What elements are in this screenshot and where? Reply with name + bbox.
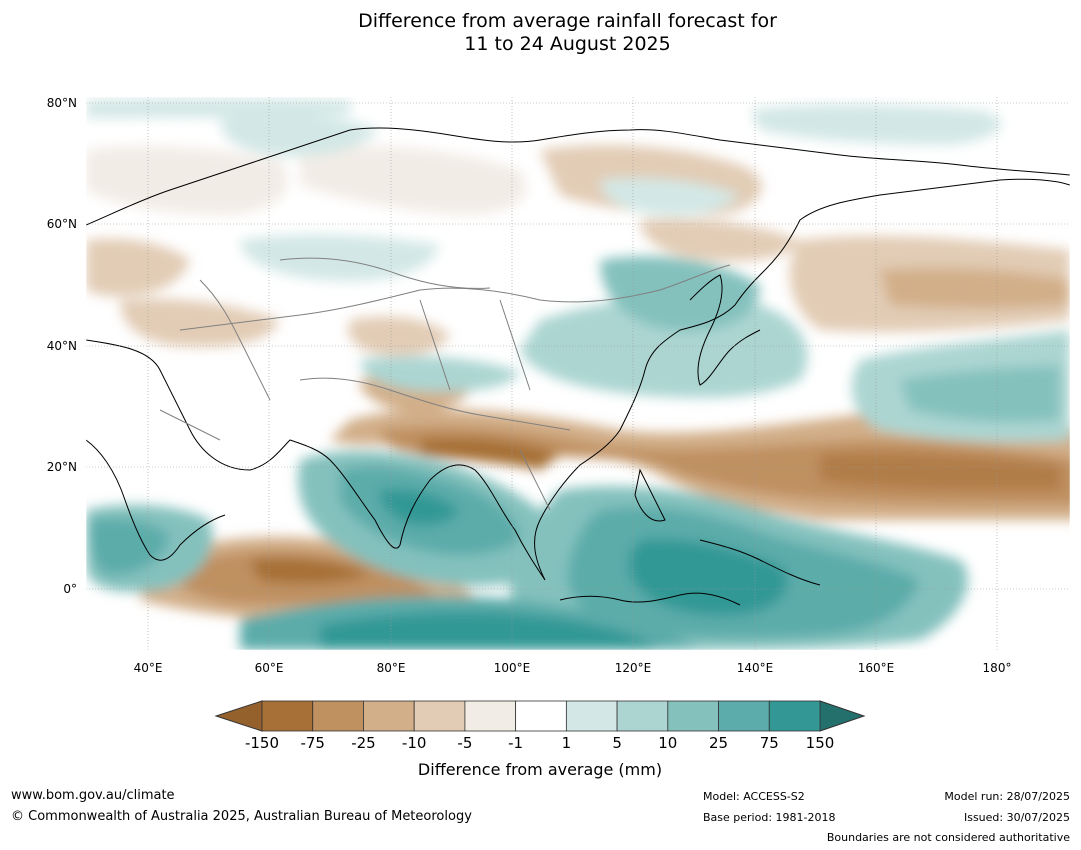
lat-label: 40°N bbox=[47, 339, 77, 353]
lon-label: 140°E bbox=[737, 661, 774, 675]
colorbar-tick-label: -10 bbox=[402, 734, 427, 752]
title-line-2: 11 to 24 August 2025 bbox=[464, 33, 671, 55]
lon-label: 160°E bbox=[858, 661, 895, 675]
graticule bbox=[86, 97, 1070, 650]
colorbar-tick-label: -5 bbox=[457, 734, 472, 752]
colorbar-bin bbox=[667, 700, 719, 732]
colorbar-tick-label: -75 bbox=[300, 734, 325, 752]
colorbar-tick-label: 75 bbox=[760, 734, 779, 752]
colorbar-extend-high bbox=[819, 700, 866, 732]
colorbar-bin bbox=[312, 700, 364, 732]
colorbar-bin bbox=[261, 700, 314, 732]
legend-title: Difference from average (mm) bbox=[418, 760, 662, 779]
lat-label: 0° bbox=[63, 582, 77, 596]
copyright-notice: © Commonwealth of Australia 2025, Austra… bbox=[11, 809, 472, 824]
colorbar-bin bbox=[565, 700, 618, 732]
lon-label: 100°E bbox=[494, 661, 531, 675]
colorbar-bin bbox=[413, 700, 466, 732]
lon-label: 180° bbox=[983, 661, 1012, 675]
colorbar-tick-label: 10 bbox=[658, 734, 677, 752]
colorbar-ticks: -150 -75 -25 -10 -5 -1 1 5 10 25 75 150 bbox=[245, 734, 834, 752]
colorbar-bin bbox=[515, 700, 567, 732]
coastlines bbox=[86, 127, 1070, 606]
colorbar-tick-label: -1 bbox=[508, 734, 523, 752]
colorbar-extend-low bbox=[214, 700, 263, 732]
lat-label: 80°N bbox=[47, 96, 77, 110]
lon-label: 80°E bbox=[377, 661, 406, 675]
country-boundaries bbox=[159, 257, 731, 511]
model-name: Model: ACCESS-S2 bbox=[703, 790, 805, 803]
colorbar-tick-label: 1 bbox=[562, 734, 572, 752]
latitude-labels: 80°N 60°N 40°N 20°N 0° bbox=[47, 96, 77, 596]
lon-label: 60°E bbox=[255, 661, 284, 675]
lon-label: 120°E bbox=[615, 661, 652, 675]
colorbar-bin bbox=[768, 700, 821, 732]
model-run-date: Model run: 28/07/2025 bbox=[944, 790, 1070, 803]
colorbar-bin bbox=[363, 700, 415, 732]
boundaries-note: Boundaries are not considered authoritat… bbox=[826, 831, 1070, 844]
colorbar bbox=[214, 700, 866, 732]
title-line-1: Difference from average rainfall forecas… bbox=[358, 10, 777, 32]
map-title: Difference from average rainfall forecas… bbox=[0, 10, 1081, 56]
issued-date: Issued: 30/07/2025 bbox=[963, 811, 1070, 824]
base-period: Base period: 1981-2018 bbox=[703, 811, 836, 824]
colorbar-bin bbox=[464, 700, 517, 732]
longitude-labels: 40°E 60°E 80°E 100°E 120°E 140°E 160°E 180° bbox=[134, 661, 1012, 675]
map-panel bbox=[86, 97, 1070, 650]
colorbar-tick-label: 5 bbox=[612, 734, 622, 752]
colorbar-tick-label: 150 bbox=[806, 734, 835, 752]
lon-label: 40°E bbox=[134, 661, 163, 675]
lat-label: 20°N bbox=[47, 460, 77, 474]
website-url[interactable]: www.bom.gov.au/climate bbox=[11, 788, 175, 803]
map-frame bbox=[85, 96, 1071, 651]
colorbar-tick-label: 25 bbox=[709, 734, 728, 752]
colorbar-bin bbox=[616, 700, 669, 732]
anomaly-shading bbox=[86, 98, 1070, 650]
colorbar-bin bbox=[718, 700, 770, 732]
colorbar-tick-label: -150 bbox=[245, 734, 279, 752]
colorbar-tick-label: -25 bbox=[351, 734, 376, 752]
lat-label: 60°N bbox=[47, 217, 77, 231]
